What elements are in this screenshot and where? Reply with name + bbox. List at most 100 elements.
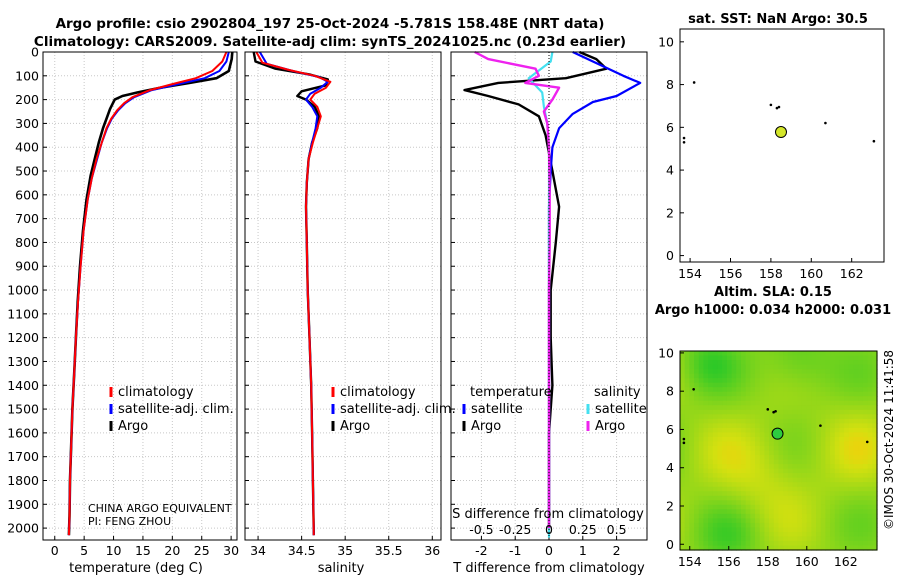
sla-cell: [787, 391, 794, 397]
sla-cell: [792, 405, 798, 411]
sla-cell: [844, 414, 850, 420]
sla-cell: [834, 378, 841, 384]
sla-cell: [736, 432, 742, 438]
sla-cell: [801, 504, 808, 510]
sla-cell: [759, 436, 766, 443]
sla-cell: [797, 418, 803, 424]
sla-cell: [680, 540, 686, 547]
sla-cell: [773, 450, 780, 456]
sla-cell: [764, 364, 770, 370]
temperature-panel: 0100200300400500600700800900100011001200…: [7, 45, 239, 559]
sla-cell: [769, 427, 775, 434]
sla-cell: [708, 391, 714, 397]
sla-cell: [740, 450, 747, 456]
sla-cell: [867, 504, 873, 510]
sla-cell: [708, 477, 714, 483]
sla-cell: [867, 486, 873, 492]
sla-cell: [844, 482, 850, 488]
sla-cell: [806, 418, 812, 424]
map-y-tick-label: 6: [666, 422, 674, 437]
map-y-tick-label: 4: [666, 460, 674, 475]
sla-cell: [722, 441, 728, 447]
sla-cell: [806, 378, 812, 384]
sla-cell: [844, 500, 850, 506]
sla-cell: [680, 414, 686, 420]
sla-cell: [783, 441, 789, 447]
sla-cell: [684, 414, 690, 420]
sla-cell: [680, 504, 686, 510]
sla-cell: [825, 445, 831, 452]
sla-cell: [712, 427, 719, 434]
sla-cell: [740, 423, 747, 429]
sla-cell: [726, 482, 733, 488]
sla-cell: [783, 504, 789, 510]
sla-cell: [839, 445, 845, 452]
sla-cell: [801, 373, 808, 379]
sla-cell: [736, 509, 742, 515]
sla-cell: [712, 378, 719, 384]
sla-cell: [858, 400, 864, 406]
sla-cell: [731, 432, 737, 438]
sla-cell: [740, 373, 747, 379]
sla-cell: [764, 418, 770, 424]
sla-cell: [722, 369, 728, 375]
sla-cell: [825, 351, 831, 357]
sla-map-title-line2: Argo h1000: 0.034 h2000: 0.031: [655, 303, 891, 318]
sla-cell: [862, 495, 869, 501]
sla-cell: [872, 527, 878, 533]
sla-cell: [740, 445, 747, 452]
sla-cell: [726, 450, 733, 456]
series-satellite-adj-clim-: [67, 51, 230, 536]
legend-label-1: satellite-adj. clim.: [118, 402, 234, 417]
sla-cell: [820, 414, 826, 420]
sla-cell: [816, 396, 822, 402]
sla-cell: [680, 351, 686, 357]
sla-cell: [834, 436, 841, 443]
sla-cell: [778, 409, 784, 415]
sla-cell: [862, 396, 869, 402]
sla-cell: [722, 378, 728, 384]
sla-cell: [689, 504, 695, 510]
sla-cell: [712, 531, 719, 538]
sla-cell: [731, 445, 737, 452]
sla-cell: [867, 441, 873, 447]
sla-cell: [726, 432, 733, 438]
sla-cell: [745, 445, 751, 452]
sla-cell: [759, 432, 766, 438]
difference-xlabel: T difference from climatology: [452, 561, 645, 576]
sla-cell: [834, 441, 841, 447]
sla-cell: [689, 360, 695, 366]
x-tick-label: 15: [135, 543, 151, 558]
sla-cell: [745, 482, 751, 488]
sla-cell: [797, 500, 803, 506]
sla-cell: [722, 400, 728, 406]
map-y-tick-label: 10: [658, 34, 674, 49]
sla-cell: [680, 400, 686, 406]
sla-cell: [740, 473, 747, 479]
sla-cell: [820, 382, 826, 388]
x-tick-label: -2: [475, 543, 487, 558]
sla-cell: [811, 405, 817, 411]
sla-cell: [844, 373, 850, 379]
sla-cell: [834, 540, 841, 547]
sla-cell: [783, 400, 789, 406]
sla-cell: [773, 409, 780, 415]
sla-cell: [708, 405, 714, 411]
sla-cell: [787, 531, 794, 538]
sla-cell: [853, 464, 859, 470]
sla-cell: [816, 445, 822, 452]
sla-cell: [848, 409, 855, 415]
sla-cell: [717, 527, 723, 533]
sla-cell: [740, 441, 747, 447]
depth-tick-label: 1900: [7, 497, 39, 512]
sla-cell: [844, 545, 850, 551]
sla-cell: [759, 477, 766, 483]
sla-cell: [759, 527, 766, 533]
sla-cell: [740, 464, 747, 470]
map-x-tick-label: 154: [678, 554, 702, 569]
map-background: [680, 29, 884, 262]
sla-cell: [839, 387, 845, 393]
sla-cell: [778, 436, 784, 443]
sla-cell: [820, 464, 826, 470]
map-y-tick-label: 4: [666, 163, 674, 178]
